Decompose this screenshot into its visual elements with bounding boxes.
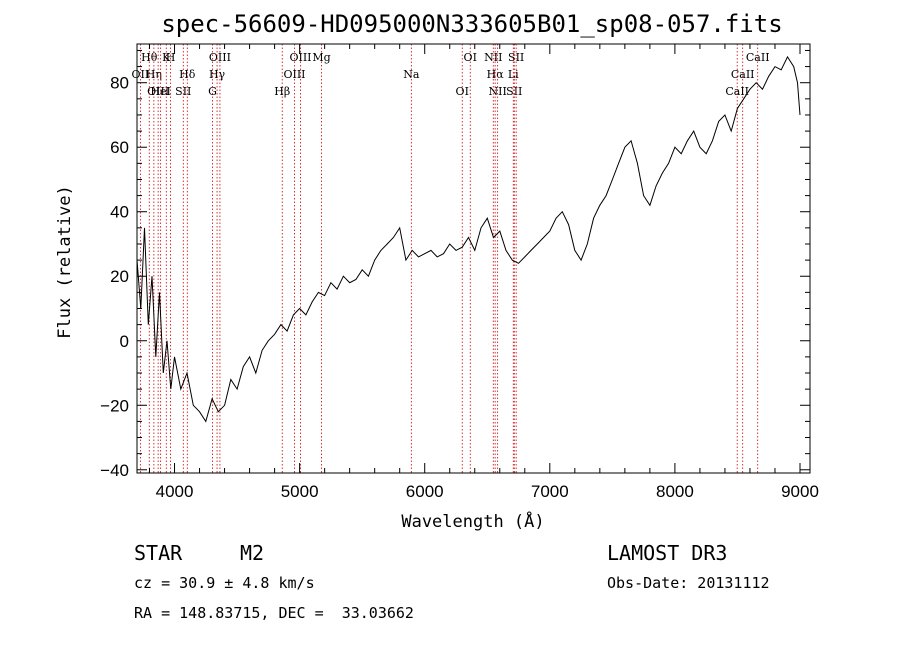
emission-line-label: Li [508,68,519,81]
spectrum-series-line [136,55,801,423]
emission-line-label: Hγ [209,68,226,81]
emission-line-label: Hθ [141,51,158,64]
emission-line-label: Hδ [179,68,196,81]
axis-ticks: 4000 5000 6000 7000 8000 9000 −40 −20 0 20 40 60 80 [100,44,819,501]
plot-frame [136,43,811,474]
emission-line-label: OIII [147,85,169,98]
y-tick-label: 40 [110,203,129,222]
emission-line-label: OII [132,68,150,81]
emission-line-label: SII [508,51,524,64]
coordinates: RA = 148.83715, DEC = 33.03662 [134,604,414,622]
observation-date: Obs-Date: 20131112 [607,574,770,592]
emission-line-label: SII [175,85,191,98]
emission-line-label: CaII [731,68,755,81]
emission-line-label: OI [456,85,469,98]
y-tick-label: 60 [110,138,129,157]
object-class: STAR [134,541,183,565]
y-tick-label: 0 [120,332,129,351]
emission-line-label: SII [506,85,522,98]
x-tick-label: 4000 [156,482,194,501]
emission-line-label: Hη [146,68,162,81]
emission-line-label: K [162,51,171,64]
emission-line-label: H [166,51,176,64]
emission-line-label: G [208,85,217,98]
emission-line-label: CaII [746,51,770,64]
emission-line-label: OIII [209,51,231,64]
x-tick-label: 8000 [656,482,694,501]
x-tick-label: 9000 [781,482,819,501]
x-tick-label: 5000 [281,482,319,501]
emission-line-label: NII [488,85,506,98]
x-axis-label: Wavelength (Å) [401,510,544,532]
y-tick-label: −40 [100,461,129,480]
emission-line-label: CaII [725,85,749,98]
y-tick-label: 20 [110,267,129,286]
emission-line-label: OI [464,51,477,64]
redshift-velocity: cz = 30.9 ± 4.8 km/s [134,574,315,592]
emission-line-label: HeI [150,85,170,98]
emission-line-label: NII [484,51,502,64]
emission-line-label: Mg [312,51,330,64]
emission-line-label: OIII [283,68,305,81]
x-tick-label: 7000 [531,482,569,501]
y-tick-label: −20 [100,396,129,415]
y-tick-label: 80 [110,74,129,93]
object-subclass: M2 [240,541,265,565]
survey-name: LAMOST DR3 [607,541,728,565]
chart-title: spec-56609-HD095000N333605B01_sp08-057.f… [161,10,782,38]
emission-line-label: Na [403,68,420,81]
x-tick-label: 6000 [406,482,444,501]
emission-line-label: Hβ [274,85,290,98]
y-axis-label: Flux (relative) [55,185,75,339]
emission-line-label: OIII [289,51,311,64]
emission-lines: Hθ OII OIII KHη HeI HHδ SII OIII Hγ G OIII OIII Hβ Mg… [132,44,770,473]
emission-line-label: Hα [487,68,505,81]
spectrum-chart: spec-56609-HD095000N333605B01_sp08-057.f… [55,10,819,532]
